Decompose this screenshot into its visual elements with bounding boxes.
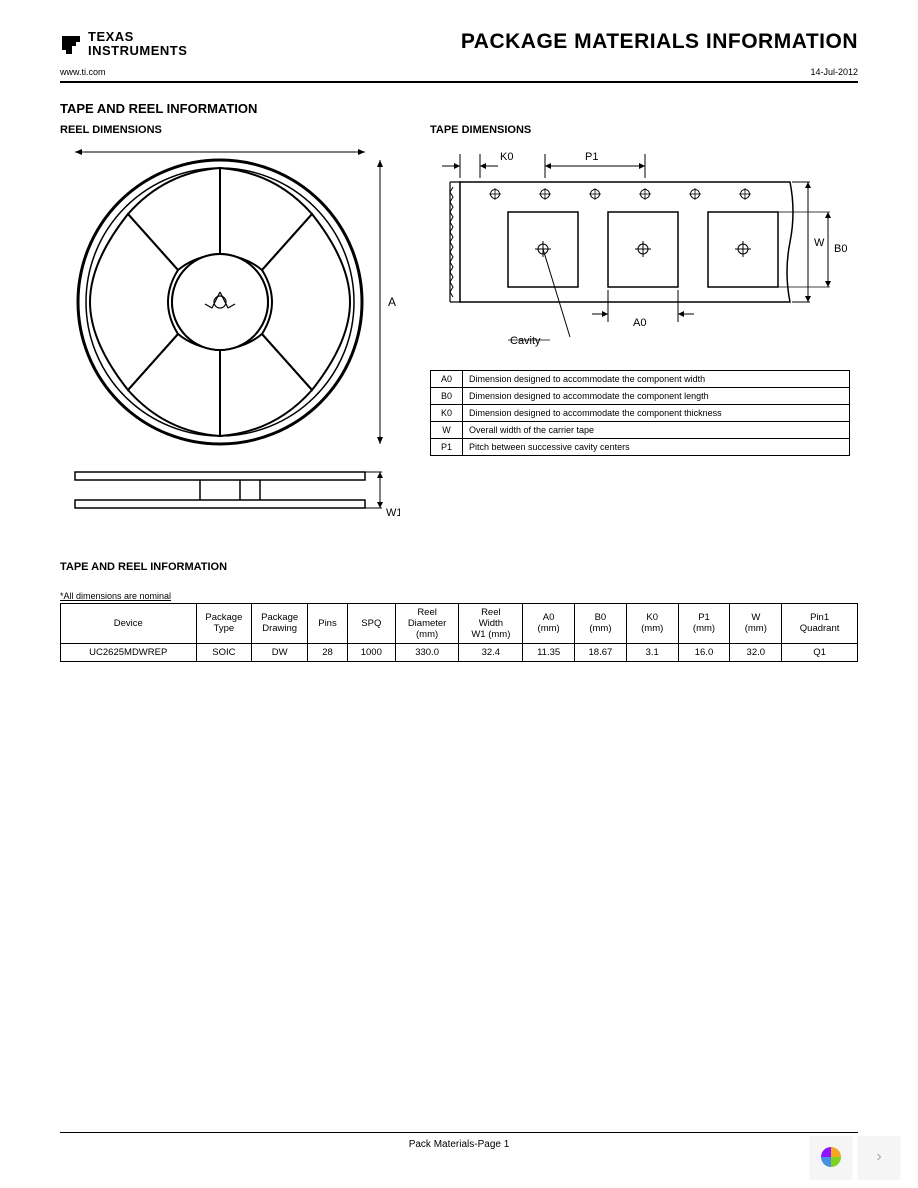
legend-desc: Dimension designed to accommodate the co… (463, 404, 850, 421)
data-table: Device PackageType PackageDrawing Pins S… (60, 603, 858, 662)
td-pin1q: Q1 (782, 643, 858, 661)
td-p1: 16.0 (678, 643, 730, 661)
legend-desc: Pitch between successive cavity centers (463, 438, 850, 455)
th-reeldia: ReelDiameter(mm) (395, 603, 459, 643)
page-title: PACKAGE MATERIALS INFORMATION (461, 30, 858, 54)
th-p1: P1(mm) (678, 603, 730, 643)
company-logo: TEXAS INSTRUMENTS (60, 30, 187, 59)
subheader: www.ti.com 14-Jul-2012 (60, 67, 858, 77)
th-pin1q: Pin1Quadrant (782, 603, 858, 643)
td-a0: 11.35 (523, 643, 575, 661)
tape-label-A0: A0 (633, 317, 646, 329)
footer-text: Pack Materials-Page 1 (0, 1139, 918, 1150)
th-pkgtype: PackageType (196, 603, 252, 643)
th-b0: B0(mm) (575, 603, 627, 643)
td-w: 32.0 (730, 643, 782, 661)
header-divider (60, 81, 858, 83)
ti-logo-icon (60, 32, 82, 56)
th-k0: K0(mm) (626, 603, 678, 643)
th-pkgdraw: PackageDrawing (252, 603, 308, 643)
legend-row: K0Dimension designed to accommodate the … (431, 404, 850, 421)
th-w: W(mm) (730, 603, 782, 643)
reel-diagram: A (60, 142, 400, 542)
td-b0: 18.67 (575, 643, 627, 661)
th-spq: SPQ (347, 603, 395, 643)
legend-row: WOverall width of the carrier tape (431, 421, 850, 438)
td-reelw: 32.4 (459, 643, 523, 661)
tape-column: TAPE DIMENSIONS K0 P1 (430, 124, 850, 456)
td-spq: 1000 (347, 643, 395, 661)
tape-label-W: W (814, 237, 825, 249)
chevron-right-icon: › (876, 1148, 881, 1166)
tape-label-P1: P1 (585, 151, 598, 163)
legend-row: P1Pitch between successive cavity center… (431, 438, 850, 455)
legend-desc: Overall width of the carrier tape (463, 421, 850, 438)
legend-desc: Dimension designed to accommodate the co… (463, 387, 850, 404)
dimensions-note: *All dimensions are nominal (60, 591, 858, 601)
company-line2: INSTRUMENTS (88, 44, 187, 58)
reel-title: REEL DIMENSIONS (60, 124, 400, 136)
th-pins: Pins (308, 603, 348, 643)
td-k0: 3.1 (626, 643, 678, 661)
dimension-legend: A0Dimension designed to accommodate the … (430, 370, 850, 456)
reel-label-A: A (388, 295, 396, 309)
company-line1: TEXAS (88, 30, 187, 44)
th-device: Device (61, 603, 197, 643)
widget-next-button[interactable]: › (858, 1136, 900, 1178)
reel-column: REEL DIMENSIONS A (60, 124, 400, 547)
legend-sym: P1 (431, 438, 463, 455)
url-text: www.ti.com (60, 67, 106, 77)
company-name: TEXAS INSTRUMENTS (88, 30, 187, 59)
pinwheel-icon (819, 1145, 843, 1169)
diagrams-row: REEL DIMENSIONS A (60, 124, 858, 547)
th-a0: A0(mm) (523, 603, 575, 643)
section-title: TAPE AND REEL INFORMATION (60, 101, 858, 116)
td-pkgdraw: DW (252, 643, 308, 661)
th-reelw: ReelWidthW1 (mm) (459, 603, 523, 643)
td-reeldia: 330.0 (395, 643, 459, 661)
table-row: UC2625MDWREP SOIC DW 28 1000 330.0 32.4 … (61, 643, 858, 661)
tape-title: TAPE DIMENSIONS (430, 124, 850, 136)
legend-desc: Dimension designed to accommodate the co… (463, 370, 850, 387)
legend-sym: B0 (431, 387, 463, 404)
page-content: TEXAS INSTRUMENTS PACKAGE MATERIALS INFO… (0, 0, 918, 662)
date-text: 14-Jul-2012 (810, 67, 858, 77)
legend-sym: W (431, 421, 463, 438)
td-device: UC2625MDWREP (61, 643, 197, 661)
legend-sym: A0 (431, 370, 463, 387)
footer-divider (60, 1132, 858, 1133)
tape-label-B0: B0 (834, 243, 847, 255)
reel-label-W1: W1 (386, 507, 400, 519)
header: TEXAS INSTRUMENTS PACKAGE MATERIALS INFO… (60, 30, 858, 59)
page-widget: › (810, 1136, 900, 1178)
td-pkgtype: SOIC (196, 643, 252, 661)
tape-label-K0: K0 (500, 151, 513, 163)
widget-logo-button[interactable] (810, 1136, 852, 1178)
legend-row: A0Dimension designed to accommodate the … (431, 370, 850, 387)
table-header-row: Device PackageType PackageDrawing Pins S… (61, 603, 858, 643)
td-pins: 28 (308, 643, 348, 661)
tape-diagram: K0 P1 (430, 142, 850, 347)
legend-row: B0Dimension designed to accommodate the … (431, 387, 850, 404)
tape-label-cavity: Cavity (510, 335, 541, 347)
legend-sym: K0 (431, 404, 463, 421)
table-section-title: TAPE AND REEL INFORMATION (60, 561, 858, 573)
